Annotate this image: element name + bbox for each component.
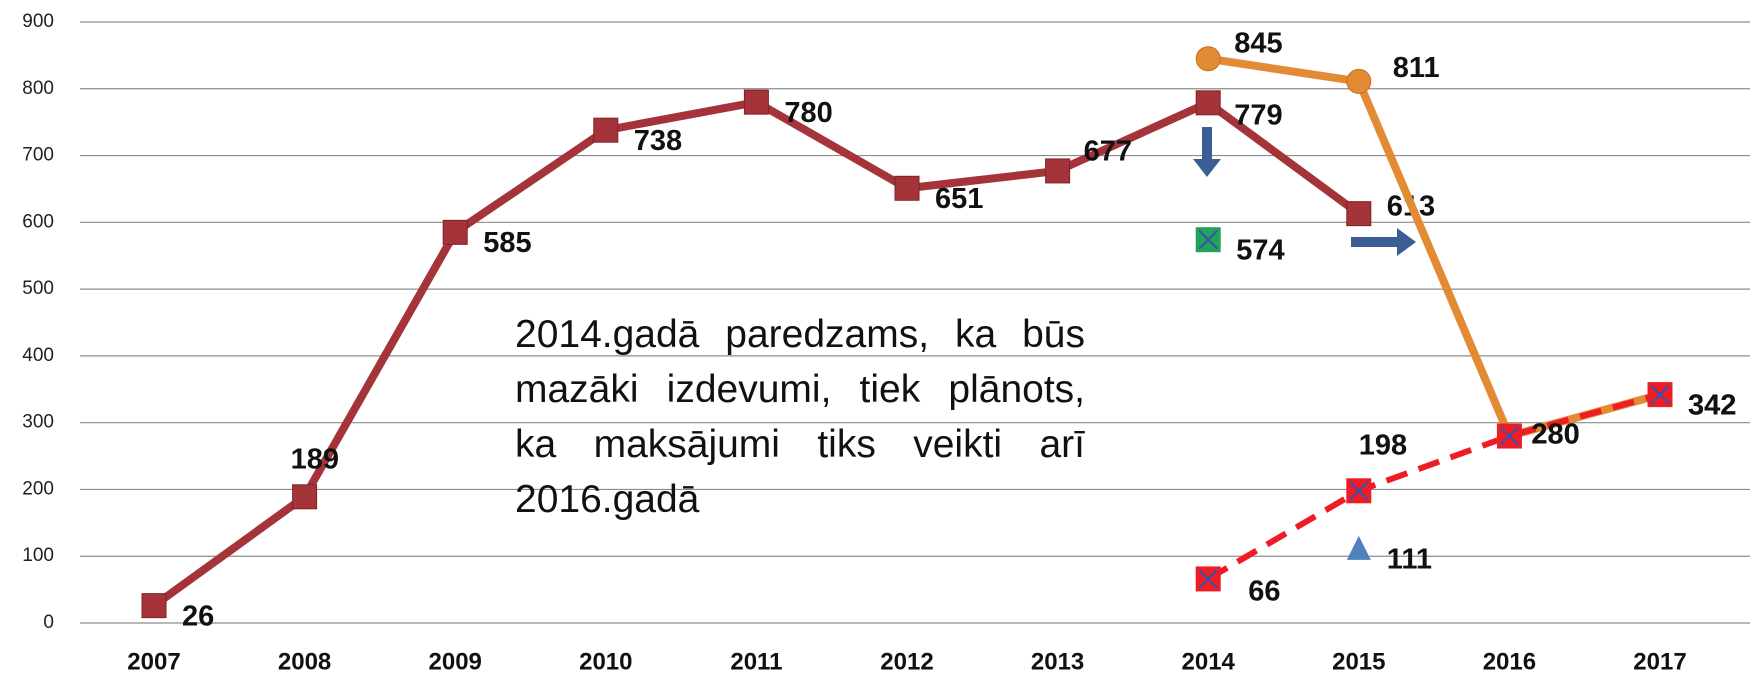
data-label: 189 bbox=[291, 443, 339, 475]
y-tick-label: 100 bbox=[22, 545, 54, 566]
data-label: 738 bbox=[634, 125, 682, 157]
y-tick-label: 800 bbox=[22, 78, 54, 99]
marker bbox=[1195, 90, 1221, 116]
marker bbox=[1346, 68, 1372, 94]
data-label: 280 bbox=[1531, 419, 1579, 451]
x-tick-label: 2011 bbox=[730, 648, 782, 675]
x-tick-label: 2012 bbox=[880, 648, 933, 675]
annotation-box: 2014.gadā paredzams, ka būs mazāki izdev… bbox=[515, 313, 1085, 521]
data-label: 677 bbox=[1084, 136, 1132, 168]
arrow-head bbox=[1193, 159, 1221, 177]
arrow-shaft bbox=[1351, 237, 1397, 247]
arrows bbox=[1193, 127, 1416, 256]
marker bbox=[1195, 46, 1221, 72]
marker bbox=[894, 175, 920, 201]
data-label: 574 bbox=[1236, 234, 1284, 266]
data-label: 342 bbox=[1688, 389, 1736, 421]
marker-x bbox=[1499, 426, 1520, 446]
marker-x bbox=[1198, 229, 1218, 250]
x-tick-label: 2014 bbox=[1182, 648, 1236, 675]
data-label: 651 bbox=[935, 183, 983, 215]
data-label: 66 bbox=[1248, 576, 1280, 608]
marker bbox=[593, 117, 619, 143]
y-tick-label: 300 bbox=[22, 412, 54, 433]
data-label: 585 bbox=[483, 227, 531, 259]
data-label: 342 bbox=[1688, 389, 1736, 421]
y-tick-label: 400 bbox=[22, 345, 54, 366]
x-tick-label: 2007 bbox=[127, 648, 180, 675]
marker bbox=[292, 484, 318, 510]
data-label: 198 bbox=[1359, 429, 1407, 461]
series-line bbox=[1206, 391, 1661, 582]
marker-x bbox=[1349, 481, 1369, 501]
y-tick-label: 500 bbox=[22, 278, 54, 299]
marker bbox=[1045, 158, 1071, 184]
x-tick-label: 2015 bbox=[1332, 648, 1385, 675]
x-tick-label: 2010 bbox=[579, 648, 632, 675]
y-tick-label: 0 bbox=[43, 612, 54, 633]
y-tick-label: 900 bbox=[22, 11, 54, 32]
marker bbox=[1346, 201, 1372, 227]
x-tick-label: 2017 bbox=[1633, 648, 1686, 675]
grid bbox=[80, 21, 1750, 624]
marker bbox=[1346, 535, 1371, 560]
annotation: 2014.gadā paredzams, ka būs mazāki izdev… bbox=[515, 313, 1085, 521]
x-tick-label: 2009 bbox=[429, 648, 482, 675]
y-tick-label: 600 bbox=[22, 211, 54, 232]
data-label: 779 bbox=[1234, 99, 1282, 131]
y-tick-label: 200 bbox=[22, 478, 54, 499]
marker bbox=[141, 593, 167, 619]
arrow-shaft bbox=[1202, 127, 1212, 159]
data-label: 111 bbox=[1387, 544, 1432, 576]
marker bbox=[743, 89, 769, 115]
y-tick-label: 700 bbox=[22, 145, 54, 166]
arrow-head bbox=[1397, 228, 1416, 256]
data-label: 780 bbox=[784, 97, 832, 129]
x-tick-label: 2016 bbox=[1483, 648, 1536, 675]
marker bbox=[442, 219, 468, 245]
data-label: 26 bbox=[182, 600, 214, 632]
marker-x bbox=[1650, 384, 1670, 405]
data-label: 845 bbox=[1234, 27, 1282, 59]
x-tick-label: 2013 bbox=[1031, 648, 1084, 675]
x-tick-label: 2008 bbox=[278, 648, 331, 675]
marker-x bbox=[1198, 569, 1218, 589]
data-label: 811 bbox=[1393, 52, 1440, 84]
